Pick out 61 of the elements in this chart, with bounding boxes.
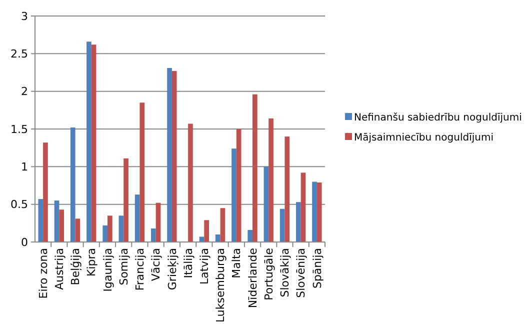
- bar: [75, 218, 80, 242]
- y-tick-label: 1: [21, 160, 28, 174]
- bar: [284, 136, 290, 242]
- bar: [38, 199, 44, 242]
- bar: [151, 228, 156, 242]
- y-tick-label: 0.5: [10, 198, 28, 212]
- bar: [248, 230, 252, 242]
- bar: [188, 124, 193, 242]
- bar: [264, 166, 269, 242]
- x-tick-label: Slovēnija: [294, 248, 308, 298]
- y-tick-label: 0: [21, 236, 28, 249]
- bar: [54, 200, 60, 242]
- x-tick-label: Latvija: [198, 248, 212, 285]
- bar: [268, 118, 274, 242]
- x-tick-label: Kipra: [85, 248, 98, 277]
- bar: [118, 216, 124, 242]
- bar: [232, 148, 236, 242]
- bar: [108, 216, 112, 242]
- x-tick-label: Austrija: [53, 248, 66, 290]
- bar: [70, 127, 76, 242]
- bar: [156, 202, 161, 242]
- bar: [91, 44, 96, 242]
- bar: [167, 68, 172, 242]
- x-tick-label: Igaunija: [101, 248, 114, 292]
- x-tick-label: Francija: [134, 248, 147, 291]
- bar: [296, 202, 301, 242]
- x-tick-label: Nīderlande: [246, 248, 260, 308]
- y-tick-label: 3: [21, 10, 28, 23]
- x-tick-label: Malta: [230, 248, 244, 278]
- bar: [102, 225, 108, 242]
- y-tick-label: 2.5: [10, 48, 28, 61]
- x-tick-label: Somija: [117, 248, 130, 286]
- bar: [300, 172, 306, 242]
- bar: [124, 158, 128, 242]
- bar: [236, 129, 242, 242]
- bar: [86, 42, 92, 242]
- y-tick-label: 2: [21, 85, 28, 98]
- x-tick-label: Spānija: [310, 248, 324, 289]
- bar: [280, 208, 285, 242]
- x-tick-label: Vācija: [150, 248, 163, 282]
- bar: [59, 210, 64, 242]
- x-tick-label: Itālija: [182, 248, 195, 278]
- x-tick-label: Eiro zona: [36, 248, 50, 299]
- x-tick-label: Slovākija: [278, 248, 292, 298]
- bar: [312, 182, 317, 242]
- x-tick-label: Luksemburga: [214, 248, 228, 322]
- bar: [140, 102, 145, 242]
- x-tick-label: Beļģija: [69, 248, 82, 286]
- bar: [316, 182, 322, 242]
- bar: [220, 208, 226, 242]
- legend-label: Nefinanšu sabiedrību noguldījumi: [354, 112, 522, 124]
- bar: [252, 94, 258, 242]
- x-tick-label: Grieķija: [166, 248, 179, 290]
- bar: [134, 194, 140, 242]
- legend-label: Mājsaimniecību noguldījumi: [354, 132, 494, 144]
- bar: [215, 234, 220, 242]
- y-tick-label: 1.5: [10, 122, 28, 136]
- bar: [43, 142, 48, 242]
- bar: [172, 70, 177, 242]
- x-tick-label: Portugāle: [262, 248, 276, 300]
- bar: [204, 220, 209, 242]
